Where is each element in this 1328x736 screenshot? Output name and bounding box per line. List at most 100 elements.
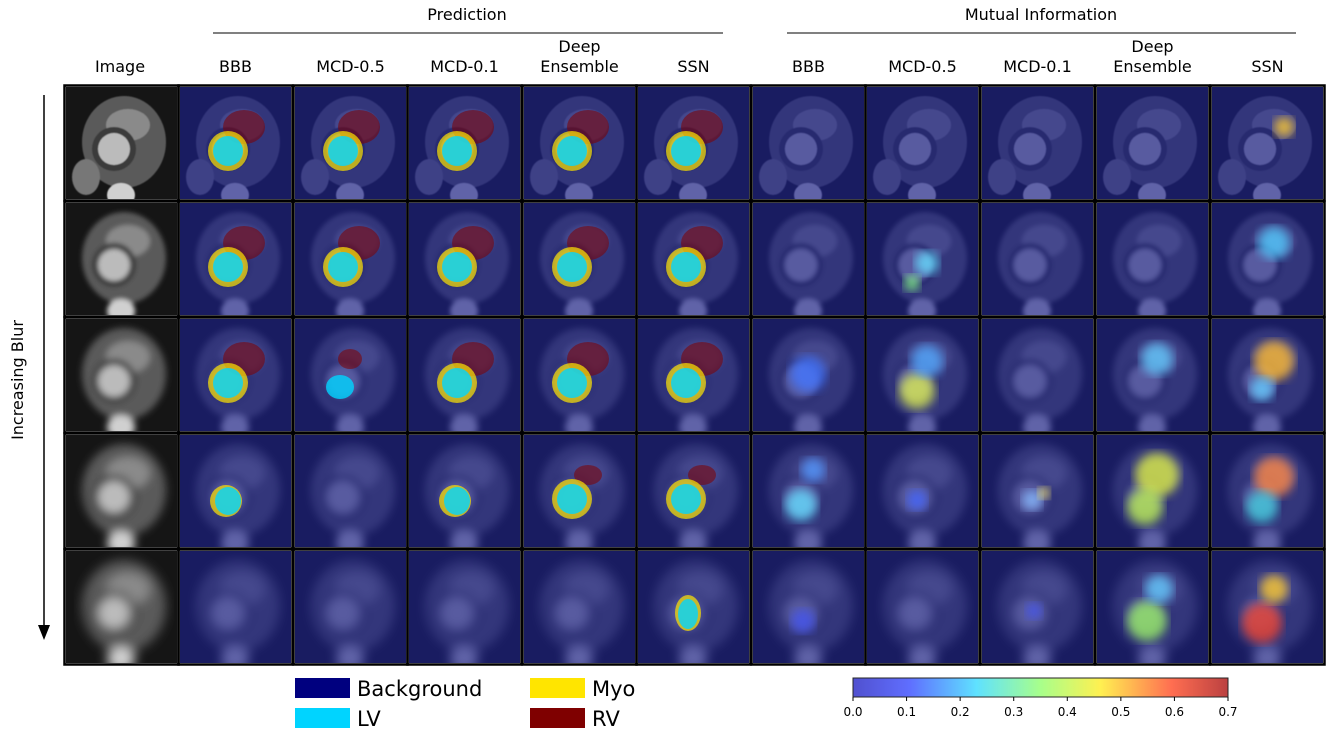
overlay — [295, 319, 406, 431]
colorbar-tick-label: 0.0 — [843, 705, 862, 719]
panel — [638, 203, 749, 323]
colorbar-tick-label: 0.6 — [1165, 705, 1184, 719]
panel — [1097, 551, 1208, 671]
lv — [557, 252, 587, 282]
uncertainty — [1258, 227, 1290, 259]
panel — [524, 87, 635, 207]
overlay — [753, 551, 864, 663]
column-label: Image — [95, 57, 145, 76]
tissue — [98, 133, 130, 165]
panel — [295, 435, 406, 555]
row-label: Increasing Blur — [8, 320, 27, 440]
panel — [867, 203, 978, 323]
panel — [66, 87, 177, 207]
column-label: SSN — [677, 57, 709, 76]
overlay — [295, 435, 406, 547]
panel — [753, 435, 864, 555]
legend-swatch — [530, 708, 585, 728]
uncertainty — [785, 489, 817, 521]
colorbar-tick-label: 0.3 — [1004, 705, 1023, 719]
tissue — [98, 481, 130, 513]
panel — [1212, 319, 1323, 439]
overlay — [982, 87, 1093, 199]
overlay — [1097, 319, 1208, 431]
panel — [982, 435, 1093, 555]
panel — [638, 551, 749, 671]
panel — [982, 319, 1093, 439]
overlay — [982, 435, 1093, 547]
legend-label: Myo — [592, 677, 635, 701]
arrow-head — [38, 625, 50, 640]
overlay — [295, 551, 406, 663]
uncertainty — [915, 251, 939, 275]
overlay — [982, 319, 1093, 431]
overlay — [867, 87, 978, 199]
overlay — [753, 203, 864, 315]
column-label: MCD-0.5 — [888, 57, 957, 76]
panel — [638, 319, 749, 439]
rv — [338, 349, 362, 369]
column-label: BBB — [792, 57, 825, 76]
lv — [671, 368, 701, 398]
lv — [671, 136, 701, 166]
lv — [442, 136, 472, 166]
lv — [557, 484, 587, 514]
panel — [180, 87, 291, 207]
uncertainty — [1127, 601, 1167, 641]
panel — [409, 87, 520, 207]
lv — [213, 136, 243, 166]
column-label: SSN — [1251, 57, 1283, 76]
legend-label: RV — [592, 707, 620, 731]
panel — [1097, 319, 1208, 439]
group-title: Mutual Information — [965, 5, 1117, 24]
uncertainty — [1246, 491, 1278, 523]
panel — [753, 319, 864, 439]
lv — [213, 368, 243, 398]
legend-swatch — [295, 708, 350, 728]
panel — [295, 203, 406, 323]
lv — [671, 252, 701, 282]
lv — [442, 252, 472, 282]
uncertainty — [1274, 117, 1294, 137]
column-label: Deep — [558, 37, 600, 56]
overlay — [867, 551, 978, 663]
panel — [1212, 87, 1323, 207]
overlay — [1212, 203, 1323, 315]
group-title: Prediction — [427, 5, 506, 24]
overlay — [1097, 203, 1208, 315]
column-label: MCD-0.5 — [316, 57, 385, 76]
legend-swatch — [530, 678, 585, 698]
uncertainty — [1260, 575, 1288, 603]
uncertainty — [904, 275, 920, 291]
panel — [66, 435, 177, 555]
panel — [66, 551, 177, 671]
lv — [215, 487, 241, 515]
colorbar-tick-label: 0.2 — [951, 705, 970, 719]
colorbar-tick-label: 0.5 — [1111, 705, 1130, 719]
legend-label: LV — [357, 707, 381, 731]
uncertainty — [1141, 343, 1173, 375]
uncertainty — [801, 458, 825, 482]
uncertainty — [1254, 457, 1294, 497]
colorbar-tick-label: 0.7 — [1218, 705, 1237, 719]
uncertainty — [1254, 341, 1294, 381]
column-label: Ensemble — [540, 57, 618, 76]
panel — [409, 203, 520, 323]
uncertainty — [899, 373, 935, 409]
panel — [524, 435, 635, 555]
panel — [180, 551, 291, 671]
panel — [524, 319, 635, 439]
panel — [982, 551, 1093, 671]
colorbar-tick-label: 0.4 — [1058, 705, 1077, 719]
panel — [982, 203, 1093, 323]
panel — [867, 319, 978, 439]
uncertainty — [1145, 575, 1173, 603]
panel — [638, 435, 749, 555]
uncertainty — [907, 490, 927, 510]
panel — [180, 319, 291, 439]
panel — [524, 551, 635, 671]
panel — [409, 435, 520, 555]
lv — [557, 136, 587, 166]
lv — [328, 136, 358, 166]
legend-swatch — [295, 678, 350, 698]
